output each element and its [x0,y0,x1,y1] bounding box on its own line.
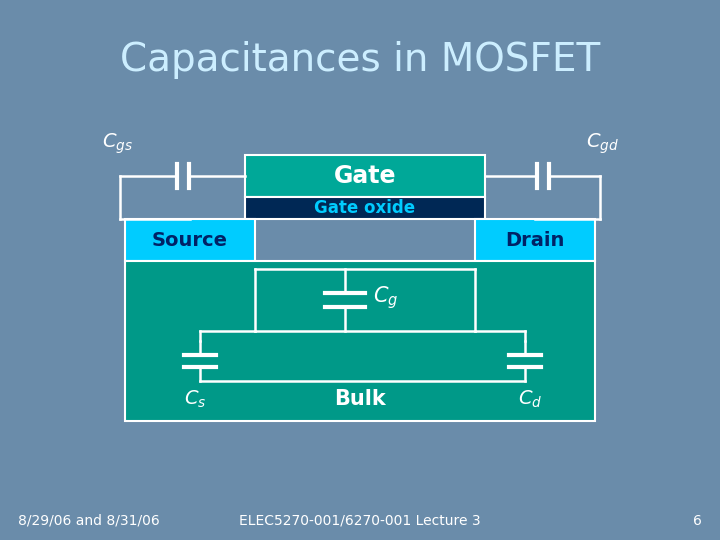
Text: Capacitances in MOSFET: Capacitances in MOSFET [120,41,600,79]
Bar [125,261,595,421]
Text: ELEC5270-001/6270-001 Lecture 3: ELEC5270-001/6270-001 Lecture 3 [239,514,481,528]
Text: 6: 6 [693,514,702,528]
Text: Gate oxide: Gate oxide [315,199,415,217]
Text: 8/29/06 and 8/31/06: 8/29/06 and 8/31/06 [18,514,160,528]
Bar [245,155,485,197]
Text: Bulk: Bulk [334,389,386,409]
Bar [245,197,485,219]
Text: $C_s$: $C_s$ [184,388,206,410]
Text: Gate: Gate [334,164,396,188]
Bar [125,219,255,261]
Text: $C_{gs}$: $C_{gs}$ [102,132,133,156]
Text: Source: Source [152,231,228,249]
Bar [475,219,595,261]
Text: $C_{gd}$: $C_{gd}$ [585,132,618,156]
Text: $C_d$: $C_d$ [518,388,542,410]
Text: Drain: Drain [505,231,564,249]
Text: $C_g$: $C_g$ [373,285,398,312]
